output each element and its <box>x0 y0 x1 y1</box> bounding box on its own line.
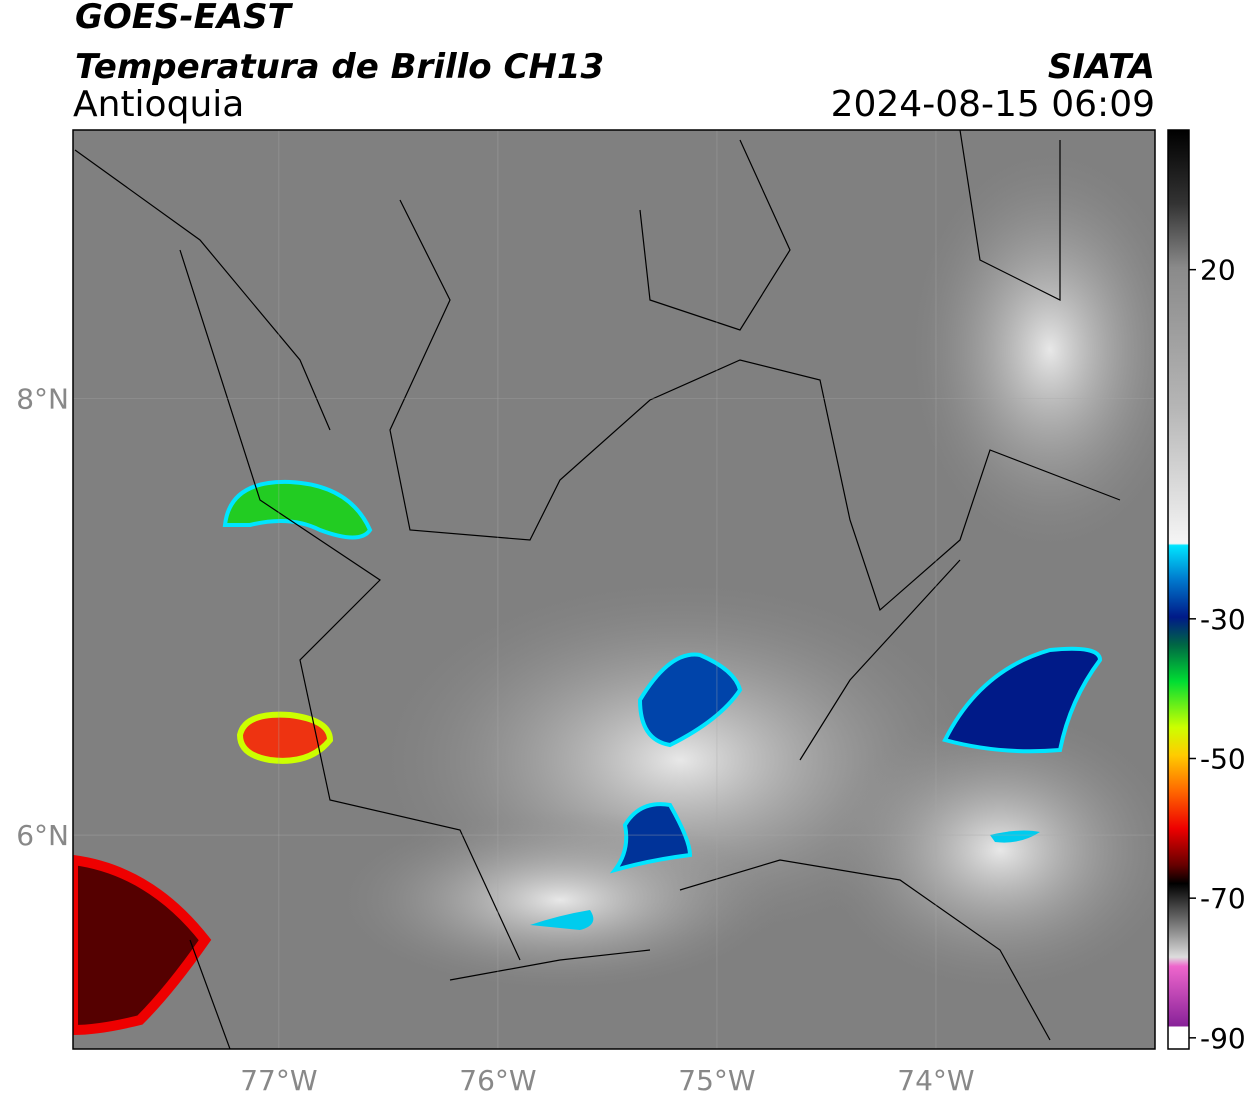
x-tick-label: 74°W <box>897 1064 974 1097</box>
colorbar-tick-label: -50 <box>1200 742 1246 775</box>
map-image <box>73 130 1155 1049</box>
colorbar-tick-label: -70 <box>1200 882 1246 915</box>
y-tick-label: 6°N <box>16 819 69 852</box>
y-tick-label: 8°N <box>16 382 69 415</box>
colorbar-tick-label: -90 <box>1200 1022 1246 1055</box>
subtitle: Temperatura de Brillo CH13 <box>75 47 604 87</box>
region: Antioquia <box>73 84 244 125</box>
colorbar-tick-label: -30 <box>1200 603 1246 636</box>
x-tick-label: 76°W <box>459 1064 536 1097</box>
x-tick-label: 77°W <box>240 1064 317 1097</box>
colorbar <box>1167 129 1190 1050</box>
source: SIATA <box>1048 47 1155 87</box>
gridlines <box>73 130 1155 1049</box>
colorbar-tick-label: 20 <box>1200 254 1236 287</box>
title: GOES-EAST <box>75 0 294 37</box>
x-tick-label: 75°W <box>678 1064 755 1097</box>
timestamp: 2024-08-15 06:09 <box>831 84 1155 125</box>
map-frame <box>72 129 1156 1050</box>
